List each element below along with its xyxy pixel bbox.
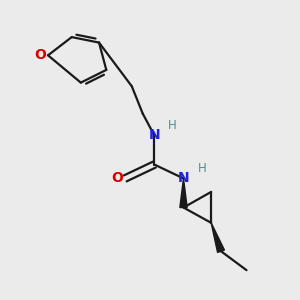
Text: H: H: [167, 119, 176, 132]
Polygon shape: [180, 178, 187, 208]
Text: O: O: [34, 48, 46, 62]
Text: N: N: [148, 128, 160, 142]
Text: H: H: [198, 162, 207, 175]
Polygon shape: [211, 223, 224, 252]
Text: O: O: [111, 171, 123, 185]
Text: N: N: [178, 171, 189, 185]
